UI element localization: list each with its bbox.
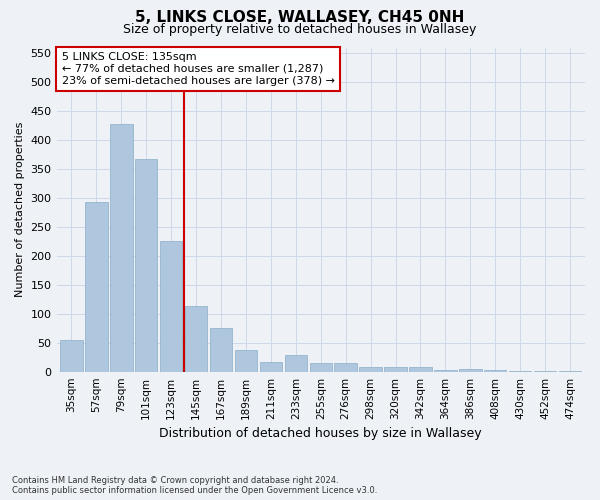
Bar [459, 369, 482, 372]
Bar [409, 367, 431, 372]
Bar [160, 242, 182, 372]
X-axis label: Distribution of detached houses by size in Wallasey: Distribution of detached houses by size … [160, 427, 482, 440]
Bar [60, 340, 83, 372]
Bar [210, 328, 232, 372]
Bar [135, 159, 157, 372]
Bar [235, 350, 257, 372]
Y-axis label: Number of detached properties: Number of detached properties [15, 122, 25, 298]
Bar [110, 124, 133, 372]
Bar [559, 370, 581, 372]
Bar [185, 306, 208, 372]
Bar [334, 363, 357, 372]
Text: 5 LINKS CLOSE: 135sqm
← 77% of detached houses are smaller (1,287)
23% of semi-d: 5 LINKS CLOSE: 135sqm ← 77% of detached … [62, 52, 335, 86]
Bar [484, 370, 506, 372]
Text: Size of property relative to detached houses in Wallasey: Size of property relative to detached ho… [124, 22, 476, 36]
Bar [85, 202, 107, 372]
Bar [509, 371, 532, 372]
Text: Contains HM Land Registry data © Crown copyright and database right 2024.
Contai: Contains HM Land Registry data © Crown c… [12, 476, 377, 495]
Text: 5, LINKS CLOSE, WALLASEY, CH45 0NH: 5, LINKS CLOSE, WALLASEY, CH45 0NH [136, 10, 464, 25]
Bar [260, 362, 282, 372]
Bar [385, 367, 407, 372]
Bar [434, 370, 457, 372]
Bar [534, 371, 556, 372]
Bar [359, 367, 382, 372]
Bar [284, 355, 307, 372]
Bar [310, 363, 332, 372]
